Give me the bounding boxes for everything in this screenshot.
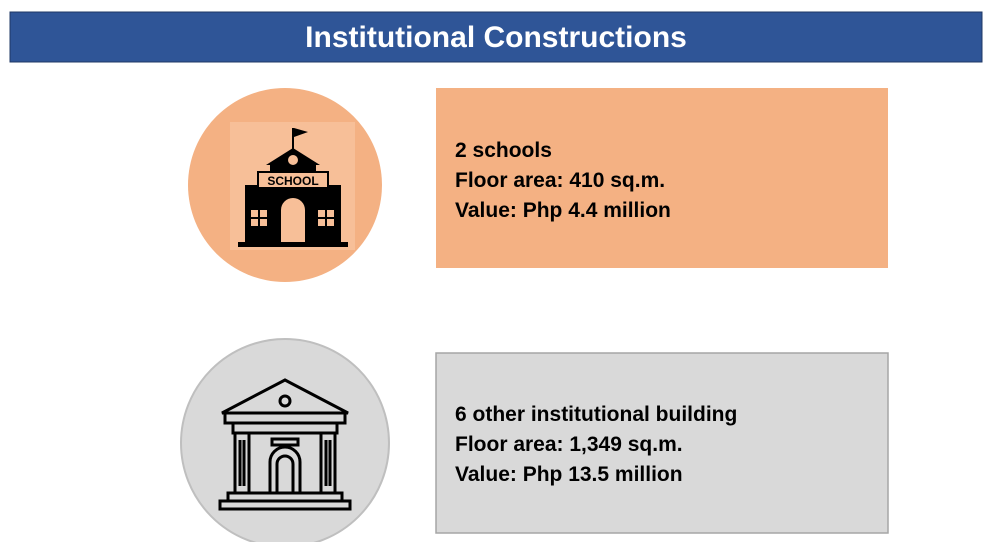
building-icon — [218, 378, 352, 511]
school-line: 2 schools — [455, 139, 552, 162]
building-box — [435, 352, 889, 534]
school-line: Floor area: 410 sq.m. — [455, 169, 665, 192]
school-box — [436, 88, 888, 268]
header-bar — [9, 11, 983, 63]
building-line: Floor area: 1,349 sq.m. — [455, 433, 683, 456]
building-line: Value: Php 13.5 million — [455, 463, 683, 486]
building-line: 6 other institutional building — [455, 403, 737, 426]
school-icon-label: SCHOOL — [267, 174, 318, 188]
title: Institutional Constructions — [305, 21, 687, 54]
building-circle — [180, 338, 390, 542]
school-icon: SCHOOL — [230, 122, 355, 250]
school-line: Value: Php 4.4 million — [455, 199, 671, 222]
